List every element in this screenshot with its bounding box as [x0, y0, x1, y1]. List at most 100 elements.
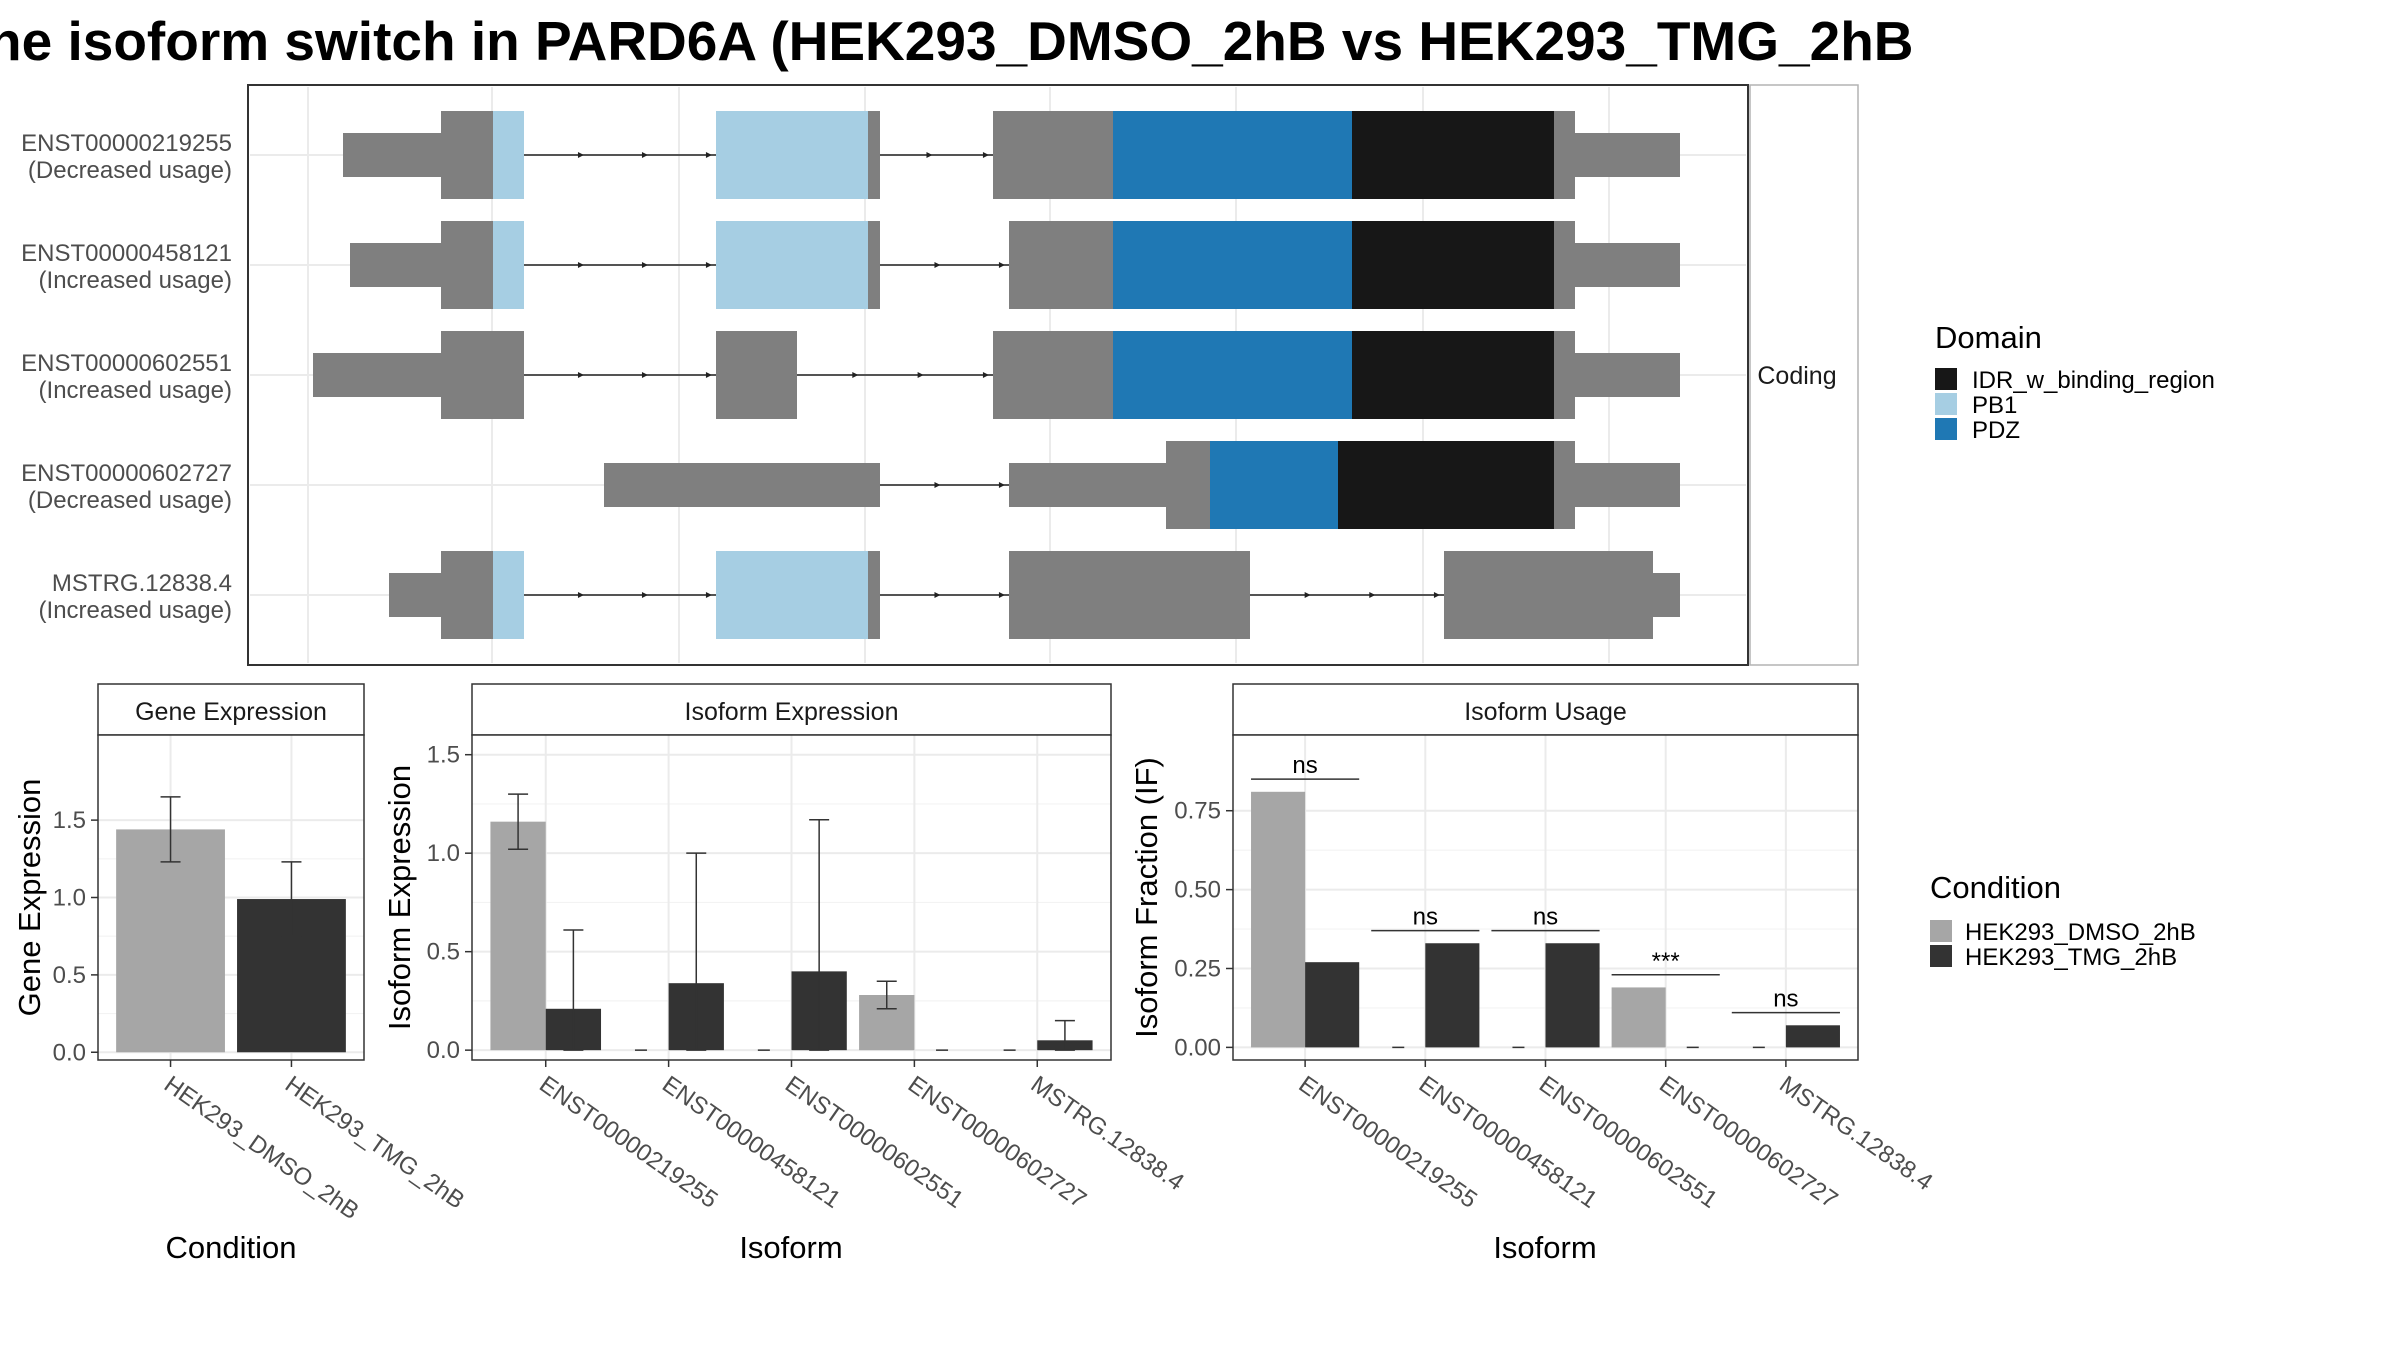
error-bar — [160, 796, 181, 863]
transcript-labels: ENST00000219255 (Decreased usage) ENST00… — [21, 130, 232, 624]
significance-label: ns — [1533, 904, 1558, 931]
significance-label: ns — [1292, 752, 1317, 779]
intron-arrow — [926, 152, 933, 158]
domain-pdz — [1113, 331, 1352, 419]
intron-arrow — [705, 592, 712, 598]
exon-segment — [389, 573, 441, 617]
exon-segment — [868, 551, 880, 639]
intron-arrow — [998, 592, 1005, 598]
isoform-expression-panel: Isoform Expression0.00.51.01.5ENST000002… — [382, 683, 1189, 1265]
legend-key-dmso — [1930, 920, 1952, 942]
exon-segment — [1009, 463, 1166, 507]
panel-strip — [97, 683, 365, 736]
transcript-id-5: MSTRG.12838.4 — [52, 570, 232, 597]
legend-label-pdz: PDZ — [1972, 417, 2020, 444]
intron-arrow — [641, 262, 648, 268]
error-bar — [686, 852, 707, 1051]
panel-title: Gene Expression — [135, 698, 327, 726]
domain-idr_w_binding_region — [1352, 111, 1554, 199]
bar-HEK293_DMSO_2hB-ENST00000602727 — [1611, 987, 1666, 1048]
exon-segment — [1575, 133, 1680, 177]
error-bar — [809, 818, 830, 1051]
isoform-usage-panel: Isoform Usage ns ns ns *** ns 0.00 0.25 0.50 0.75… — [1129, 683, 1937, 1265]
exon-segment — [441, 221, 493, 309]
domain-pb1 — [493, 221, 524, 309]
transcript-usage-4: (Decreased usage) — [28, 487, 232, 514]
domain-idr_w_binding_region — [1352, 331, 1554, 419]
exon-segment — [350, 243, 441, 287]
bar-HEK293_TMG_2hB-ENST00000219255 — [1305, 962, 1360, 1048]
y-tick-label: 0.75 — [1174, 798, 1221, 825]
transcript-usage-5: (Increased usage) — [39, 597, 232, 624]
bar-HEK293_DMSO_2hB — [116, 829, 225, 1053]
y-axis-title: Gene Expression — [12, 779, 47, 1017]
intron-arrow — [705, 262, 712, 268]
coding-facet-strip — [1749, 84, 1859, 666]
exon-segment — [1575, 353, 1680, 397]
domain-legend: Domain IDR_w_binding_region PB1 PDZ — [1935, 320, 2215, 444]
intron-arrow — [982, 372, 989, 378]
figure-title: he isoform switch in PARD6A (HEK293_DMSO… — [0, 10, 1914, 72]
legend-key-pdz — [1935, 418, 1957, 440]
transcript-id-1: ENST00000219255 — [21, 130, 232, 157]
y-tick-label: 0.50 — [1174, 877, 1221, 904]
exon-segment — [1554, 111, 1575, 199]
transcript-id-2: ENST00000458121 — [21, 240, 232, 267]
exon-segment — [716, 331, 797, 419]
y-tick-label: 0.00 — [1174, 1034, 1221, 1061]
transcript-structure-5 — [389, 551, 1680, 639]
intron-arrow — [705, 372, 712, 378]
domain-pb1 — [493, 111, 524, 199]
error-bar — [1054, 1019, 1075, 1051]
exon-segment — [1575, 243, 1680, 287]
exon-segment — [993, 331, 1113, 419]
intron-arrow — [641, 592, 648, 598]
legend-label-dmso: HEK293_DMSO_2hB — [1965, 919, 2196, 946]
y-tick-label: 0.0 — [53, 1039, 86, 1066]
intron-arrow — [934, 262, 941, 268]
domain-idr_w_binding_region — [1338, 441, 1554, 529]
panel-strip — [471, 683, 1112, 736]
y-tick-label: 0.5 — [53, 962, 86, 989]
y-tick-label: 0.25 — [1174, 955, 1221, 982]
transcript-structure-1 — [343, 111, 1680, 199]
y-axis-title: Isoform Expression — [382, 765, 417, 1030]
intron-arrow — [998, 482, 1005, 488]
intron-arrow — [934, 482, 941, 488]
intron-arrow — [641, 372, 648, 378]
intron-arrow — [577, 592, 584, 598]
significance-label: ns — [1413, 904, 1438, 931]
y-tick-label: 1.5 — [427, 742, 460, 769]
domain-legend-title: Domain — [1935, 320, 2042, 355]
panel-title: Isoform Expression — [685, 698, 899, 726]
domain-pb1 — [716, 221, 868, 309]
exon-segment — [313, 353, 441, 397]
intron-arrow — [705, 152, 712, 158]
exon-segment — [441, 111, 493, 199]
exon-segment — [1009, 221, 1113, 309]
y-tick-label: 0.5 — [427, 939, 460, 966]
intron-arrow — [577, 152, 584, 158]
y-tick-label: 1.0 — [427, 840, 460, 867]
error-bar — [281, 861, 302, 937]
exon-segment — [1009, 551, 1250, 639]
bar-HEK293_TMG_2hB-ENST00000602551 — [1545, 943, 1600, 1048]
y-tick-label: 1.0 — [53, 885, 86, 912]
bar-HEK293_DMSO_2hB-ENST00000219255 — [1251, 791, 1306, 1048]
x-axis-title: Isoform — [739, 1230, 842, 1265]
transcript-usage-2: (Increased usage) — [39, 267, 232, 294]
y-axis-title: Isoform Fraction (IF) — [1129, 757, 1164, 1038]
error-bar — [508, 793, 529, 850]
exon-segment — [1444, 551, 1653, 639]
exon-segment — [1575, 463, 1680, 507]
domain-pb1 — [716, 551, 868, 639]
intron-arrow — [998, 262, 1005, 268]
legend-label-pb1: PB1 — [1972, 392, 2017, 419]
exon-segment — [441, 331, 524, 419]
panel-strip — [1232, 683, 1859, 736]
exon-segment — [1166, 441, 1210, 529]
transcript-id-3: ENST00000602551 — [21, 350, 232, 377]
transcript-structure-3 — [313, 331, 1680, 419]
exon-segment — [1554, 221, 1575, 309]
significance-label: ns — [1773, 986, 1798, 1013]
